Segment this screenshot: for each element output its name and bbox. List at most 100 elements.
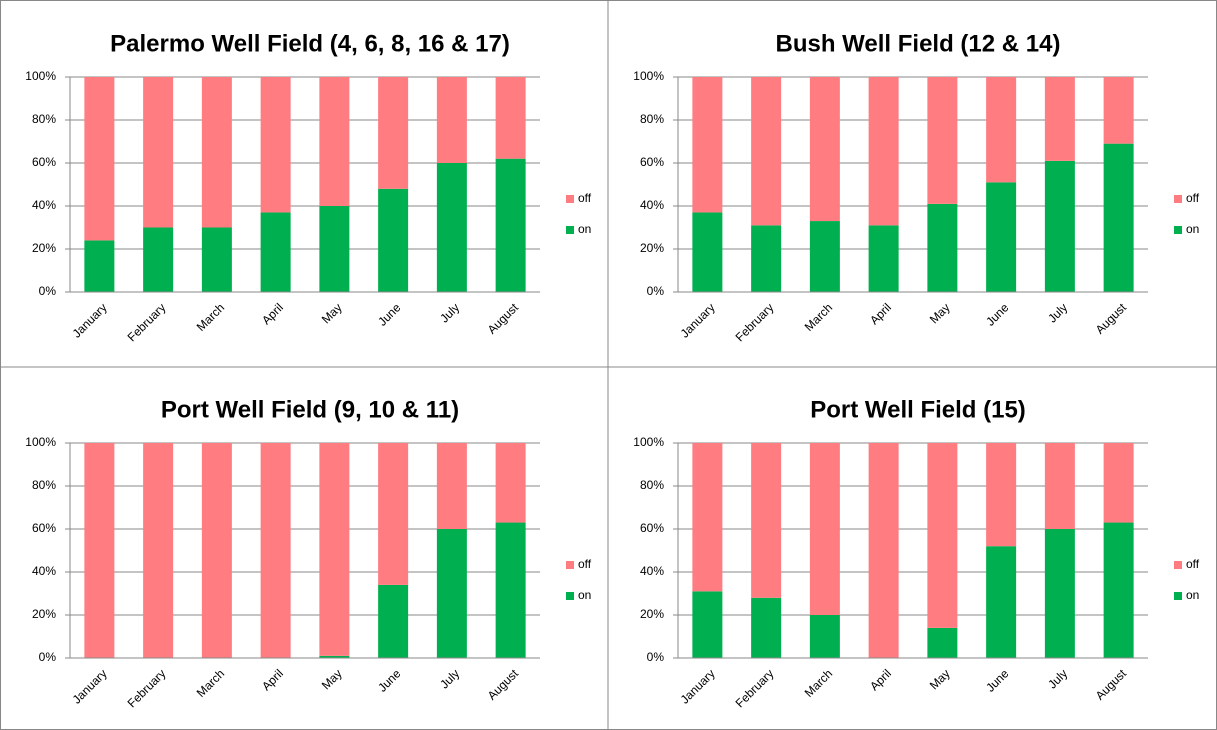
chart-title: Bush Well Field (12 & 14) — [776, 30, 1061, 57]
bar — [751, 225, 782, 292]
x-tick-label: May — [927, 300, 953, 326]
bar — [436, 163, 467, 292]
legend-swatch — [566, 561, 574, 569]
x-tick-label: February — [733, 666, 777, 710]
x-tick-label: August — [485, 666, 522, 703]
legend-label: off — [1186, 191, 1200, 205]
bar — [495, 522, 526, 658]
x-tick-label: May — [319, 666, 345, 692]
chart-title: Palermo Well Field (4, 6, 8, 16 & 17) — [110, 30, 510, 57]
bar — [868, 225, 899, 292]
legend-label: off — [578, 191, 592, 205]
bar — [1044, 160, 1075, 292]
legend-label: on — [578, 222, 591, 236]
x-tick-label: March — [194, 666, 227, 699]
bar — [319, 206, 350, 292]
bar — [751, 77, 782, 226]
legend-swatch — [1174, 195, 1182, 203]
bar — [319, 443, 350, 656]
x-tick-label: June — [375, 300, 404, 329]
bar — [1103, 522, 1134, 658]
bar — [378, 584, 409, 658]
bar — [260, 212, 291, 292]
bar — [1103, 143, 1134, 292]
bar — [692, 212, 723, 292]
bar — [378, 443, 409, 585]
x-tick-label: August — [485, 300, 522, 337]
legend-label: off — [578, 557, 592, 571]
x-tick-label: March — [802, 300, 835, 333]
x-tick-label: May — [319, 300, 345, 326]
bar — [84, 443, 115, 658]
y-tick-label: 40% — [640, 198, 664, 212]
x-tick-label: May — [927, 666, 953, 692]
x-tick-label: July — [437, 300, 462, 325]
x-tick-label: April — [259, 666, 286, 693]
legend-swatch — [566, 592, 574, 600]
y-tick-label: 60% — [32, 155, 56, 169]
bar — [495, 443, 526, 523]
y-tick-label: 60% — [640, 521, 664, 535]
y-tick-label: 100% — [633, 435, 664, 449]
bar — [436, 443, 467, 529]
x-tick-label: June — [375, 666, 404, 695]
bar — [143, 443, 174, 658]
bar — [143, 77, 174, 228]
bar — [378, 77, 409, 189]
legend-label: on — [1186, 588, 1199, 602]
bar — [495, 77, 526, 159]
y-tick-label: 100% — [25, 435, 56, 449]
bar — [436, 529, 467, 658]
x-tick-label: July — [1045, 300, 1070, 325]
bar — [319, 77, 350, 206]
bar — [1044, 529, 1075, 658]
y-tick-label: 60% — [640, 155, 664, 169]
bar — [319, 655, 350, 658]
y-tick-label: 20% — [32, 241, 56, 255]
x-tick-label: June — [983, 666, 1012, 695]
y-tick-label: 100% — [633, 69, 664, 83]
bar — [809, 221, 840, 292]
bar — [927, 627, 958, 658]
x-tick-label: July — [1045, 666, 1070, 691]
x-tick-label: April — [259, 300, 286, 327]
bar — [1103, 77, 1134, 144]
bar — [436, 77, 467, 163]
bar — [809, 615, 840, 658]
bar — [201, 443, 232, 658]
y-tick-label: 20% — [640, 241, 664, 255]
bar — [692, 591, 723, 658]
legend-swatch — [1174, 592, 1182, 600]
y-tick-label: 0% — [39, 650, 57, 664]
x-tick-label: January — [70, 300, 110, 340]
y-tick-label: 40% — [640, 564, 664, 578]
y-tick-label: 80% — [640, 478, 664, 492]
x-tick-label: June — [983, 300, 1012, 329]
bar — [986, 77, 1017, 183]
bar — [143, 227, 174, 292]
chart-title: Port Well Field (9, 10 & 11) — [161, 396, 459, 423]
bar — [986, 546, 1017, 658]
y-tick-label: 80% — [32, 112, 56, 126]
bar — [1044, 77, 1075, 161]
y-tick-label: 80% — [640, 112, 664, 126]
y-tick-label: 100% — [25, 69, 56, 83]
x-tick-label: August — [1093, 666, 1130, 703]
bar — [201, 77, 232, 228]
bar — [751, 443, 782, 598]
bar — [927, 443, 958, 628]
bar — [260, 77, 291, 213]
y-tick-label: 20% — [640, 607, 664, 621]
x-tick-label: March — [802, 666, 835, 699]
x-tick-label: February — [125, 300, 169, 344]
y-tick-label: 80% — [32, 478, 56, 492]
legend-swatch — [566, 195, 574, 203]
bar — [986, 443, 1017, 547]
legend-label: on — [1186, 222, 1199, 236]
bar — [84, 240, 115, 292]
bar — [378, 188, 409, 292]
y-tick-label: 60% — [32, 521, 56, 535]
x-tick-label: March — [194, 300, 227, 333]
bar — [692, 77, 723, 213]
